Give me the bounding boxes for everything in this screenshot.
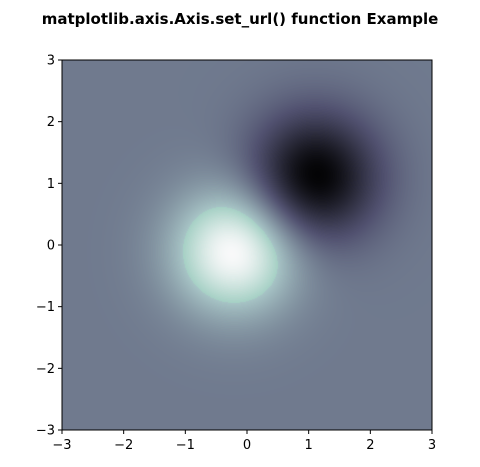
chart-title: matplotlib.axis.Axis.set_url() function … <box>42 10 439 28</box>
heatmap-image <box>62 60 432 430</box>
y-tick-label: −3 <box>36 424 55 439</box>
x-tick-label: −3 <box>52 438 71 453</box>
x-tick-label: −2 <box>114 438 133 453</box>
x-tick-label: 1 <box>305 438 313 453</box>
y-tick-label: −1 <box>36 300 55 315</box>
x-tick-label: 0 <box>243 438 251 453</box>
y-tick-label: 3 <box>47 54 55 69</box>
y-tick-label: 1 <box>47 177 55 192</box>
y-tick-label: 0 <box>47 239 55 254</box>
y-tick-label: 2 <box>47 115 55 130</box>
y-axis: −3 −2 −1 0 1 2 3 <box>36 54 62 439</box>
y-tick-label: −2 <box>36 362 55 377</box>
x-axis: −3 −2 −1 0 1 2 3 <box>52 430 436 453</box>
x-tick-label: −1 <box>176 438 195 453</box>
x-tick-label: 3 <box>428 438 436 453</box>
x-tick-label: 2 <box>366 438 374 453</box>
plot-area <box>62 60 432 430</box>
